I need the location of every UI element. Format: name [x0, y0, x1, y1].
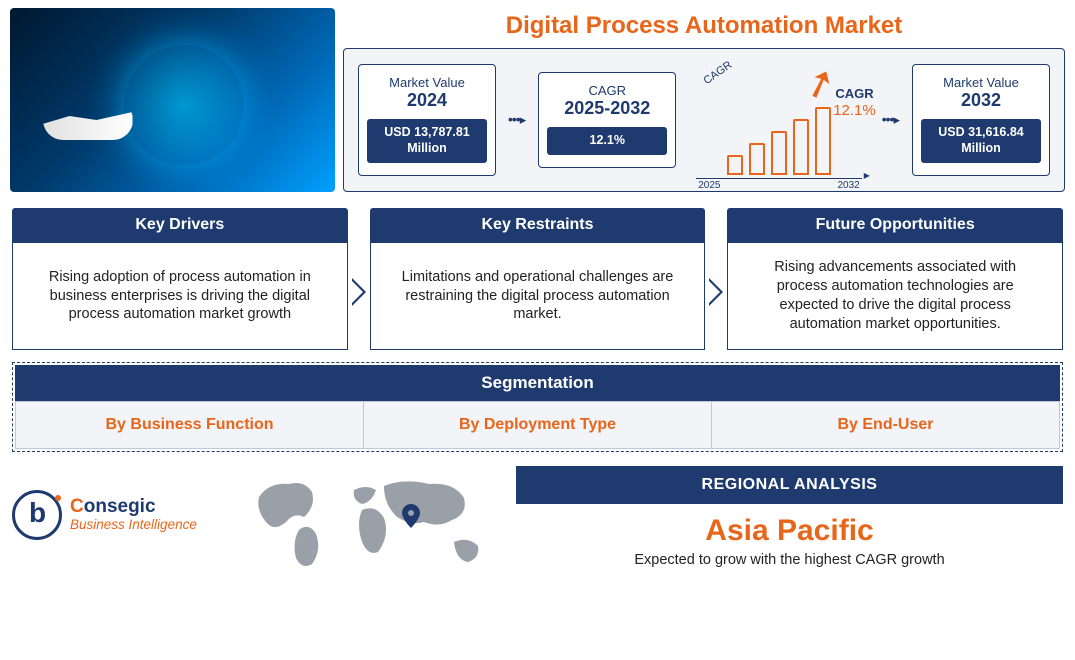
- axis-labels: 2025 2032: [688, 180, 870, 191]
- segmentation-item: By Business Function: [15, 401, 364, 449]
- metric-card-cagr: CAGR 2025-2032 12.1%: [538, 72, 676, 168]
- axis-start: 2025: [698, 180, 720, 191]
- cagr-side-label: CAGR 12.1%: [833, 87, 876, 119]
- metric-year: 2024: [367, 90, 487, 111]
- info-card-restraints: Key Restraints Limitations and operation…: [370, 208, 706, 350]
- logo-line1-accent: C: [70, 496, 84, 517]
- growth-chart: CAGR ➚ CAGR 12.1% 2025 2032: [688, 65, 870, 175]
- regional-name: Asia Pacific: [516, 504, 1063, 548]
- metric-label: Market Value: [367, 75, 487, 90]
- growth-bars: [727, 107, 831, 175]
- info-card-body: Limitations and operational challenges a…: [370, 242, 706, 350]
- axis-end: 2032: [838, 180, 860, 191]
- metric-label: CAGR: [547, 83, 667, 98]
- connector-dots: •••▸: [508, 111, 526, 129]
- bar: [793, 119, 809, 175]
- world-map: [244, 462, 504, 582]
- axis-line: [696, 178, 862, 179]
- bar: [749, 143, 765, 175]
- page-title: Digital Process Automation Market: [343, 8, 1065, 40]
- brand-logo: Consegic Business Intelligence: [12, 462, 232, 540]
- logo-line2: Business Intelligence: [70, 518, 197, 533]
- info-card-title: Key Drivers: [12, 208, 348, 242]
- info-card-title: Future Opportunities: [727, 208, 1063, 242]
- segmentation-item: By Deployment Type: [364, 401, 712, 449]
- info-card-drivers: Key Drivers Rising adoption of process a…: [12, 208, 348, 350]
- segmentation-item: By End-User: [712, 401, 1060, 449]
- info-card-body: Rising advancements associated with proc…: [727, 242, 1063, 350]
- info-card-opportunities: Future Opportunities Rising advancements…: [727, 208, 1063, 350]
- logo-line2-accent: B: [70, 517, 79, 532]
- logo-line1-rest: onsegic: [84, 496, 156, 517]
- metrics-panel: Market Value 2024 USD 13,787.81 Million …: [343, 48, 1065, 192]
- bar: [727, 155, 743, 175]
- regional-sub: Expected to grow with the highest CAGR g…: [516, 548, 1063, 568]
- metric-label: Market Value: [921, 75, 1041, 90]
- metric-cagr-value: 12.1%: [547, 127, 667, 155]
- metric-card-2024: Market Value 2024 USD 13,787.81 Million: [358, 64, 496, 175]
- logo-line1: Consegic: [70, 497, 197, 518]
- metric-year: 2032: [921, 90, 1041, 111]
- metric-amount: USD 31,616.84 Million: [921, 119, 1041, 162]
- map-pin-icon: [402, 504, 420, 534]
- regional-header: REGIONAL ANALYSIS: [516, 466, 1063, 504]
- logo-line2-rest: usiness Intelligence: [79, 517, 197, 532]
- logo-mark-icon: [12, 490, 62, 540]
- cagr-side-word: CAGR: [833, 87, 876, 102]
- metric-card-2032: Market Value 2032 USD 31,616.84 Million: [912, 64, 1050, 175]
- metric-amount: USD 13,787.81 Million: [367, 119, 487, 162]
- cagr-curve-label: CAGR: [702, 59, 735, 87]
- cagr-side-value: 12.1%: [833, 102, 876, 119]
- metric-period: 2025-2032: [547, 98, 667, 119]
- connector-dots: •••▸: [882, 111, 900, 129]
- info-card-title: Key Restraints: [370, 208, 706, 242]
- world-map-svg: [244, 462, 504, 582]
- bar: [815, 107, 831, 175]
- info-cards-row: Key Drivers Rising adoption of process a…: [0, 196, 1075, 350]
- regional-analysis: REGIONAL ANALYSIS Asia Pacific Expected …: [516, 462, 1063, 568]
- hero-image: [10, 8, 335, 192]
- info-card-body: Rising adoption of process automation in…: [12, 242, 348, 350]
- segmentation-block: Segmentation By Business Function By Dep…: [12, 362, 1063, 452]
- connector-chevron-icon: [709, 278, 723, 306]
- segmentation-title: Segmentation: [15, 365, 1060, 401]
- bar: [771, 131, 787, 175]
- connector-chevron-icon: [352, 278, 366, 306]
